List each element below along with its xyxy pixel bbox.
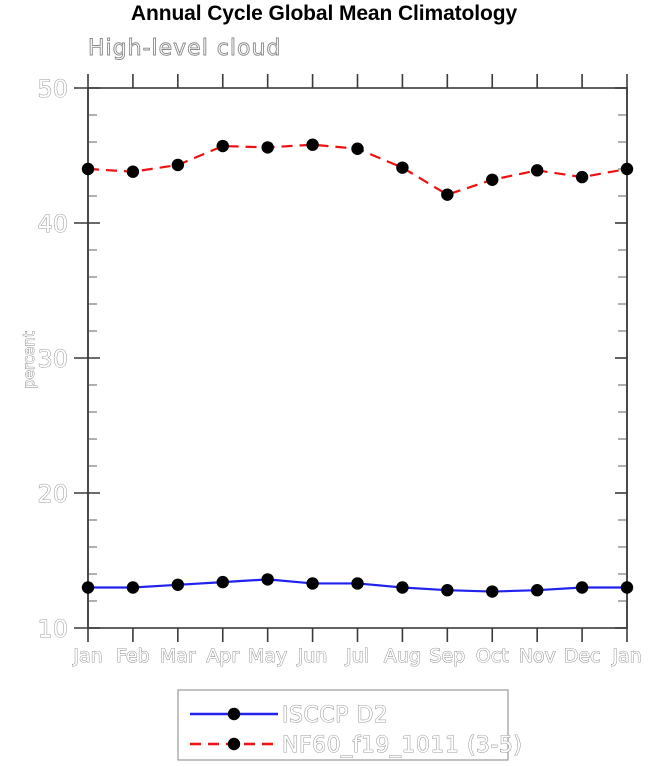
data-point-marker	[530, 584, 544, 597]
x-tick-label: Apr	[206, 645, 239, 667]
legend-label-2: NF60_f19_1011 (3-5)	[282, 733, 522, 758]
legend: ISCCP D2 NF60_f19_1011 (3-5)	[177, 689, 522, 761]
data-point-marker	[126, 165, 140, 178]
data-point-marker	[261, 573, 274, 586]
y-tick-label: 30	[37, 345, 68, 373]
data-point-marker	[171, 158, 185, 172]
chart-subtitle: High-level cloud	[88, 36, 282, 62]
x-tick-label: Jan	[72, 645, 102, 667]
data-point-marker	[620, 581, 634, 594]
data-point-marker	[441, 188, 454, 201]
data-point-marker	[530, 164, 544, 177]
data-point-marker	[575, 170, 589, 184]
data-point-marker	[575, 581, 589, 594]
y-axis-title-text: percent	[20, 331, 38, 389]
data-point-marker	[81, 162, 95, 176]
data-point-marker	[620, 162, 634, 176]
y-tick-label: 40	[37, 210, 68, 238]
legend-marker-1	[227, 707, 241, 721]
data-point-marker	[81, 581, 95, 594]
y-tick-label: 20	[37, 480, 68, 508]
axes	[74, 74, 628, 642]
x-tick-label: Jun	[297, 645, 328, 667]
legend-label-1: ISCCP D2	[282, 703, 388, 728]
y-tick-label: 10	[37, 615, 68, 643]
data-point-marker	[441, 584, 454, 597]
x-tick-label: Feb	[116, 645, 150, 667]
data-point-marker	[171, 578, 185, 591]
data-series	[81, 138, 634, 598]
data-point-marker	[306, 577, 319, 590]
x-tick-label: Aug	[384, 645, 421, 667]
data-point-marker	[396, 581, 409, 594]
data-point-marker	[216, 575, 229, 589]
tick-labels: 10 20 30 40 50 Jan Feb Mar Apr May Jun Jul Aug Sep Oct…	[37, 75, 642, 668]
x-tick-label: Mar	[160, 645, 196, 667]
x-tick-label: Jan	[611, 645, 641, 667]
data-point-marker	[261, 141, 274, 154]
data-point-marker	[306, 138, 319, 151]
x-tick-label: Nov	[519, 645, 556, 667]
data-point-marker	[486, 173, 499, 186]
y-tick-label: 50	[37, 75, 68, 103]
legend-marker-2	[227, 737, 241, 751]
data-point-marker	[396, 161, 409, 174]
x-tick-label: May	[248, 645, 287, 667]
page-title: Annual Cycle Global Mean Climatology	[130, 2, 518, 25]
data-point-marker	[216, 139, 229, 153]
x-tick-label: Jul	[345, 645, 369, 667]
data-point-marker	[351, 577, 364, 590]
data-point-marker	[486, 585, 499, 598]
data-point-marker	[126, 581, 140, 594]
x-tick-label: Dec	[564, 645, 601, 667]
x-tick-label: Sep	[429, 645, 465, 667]
y-axis-title: percent	[20, 331, 39, 389]
x-tick-label: Oct	[476, 645, 509, 667]
data-point-marker	[351, 142, 364, 155]
